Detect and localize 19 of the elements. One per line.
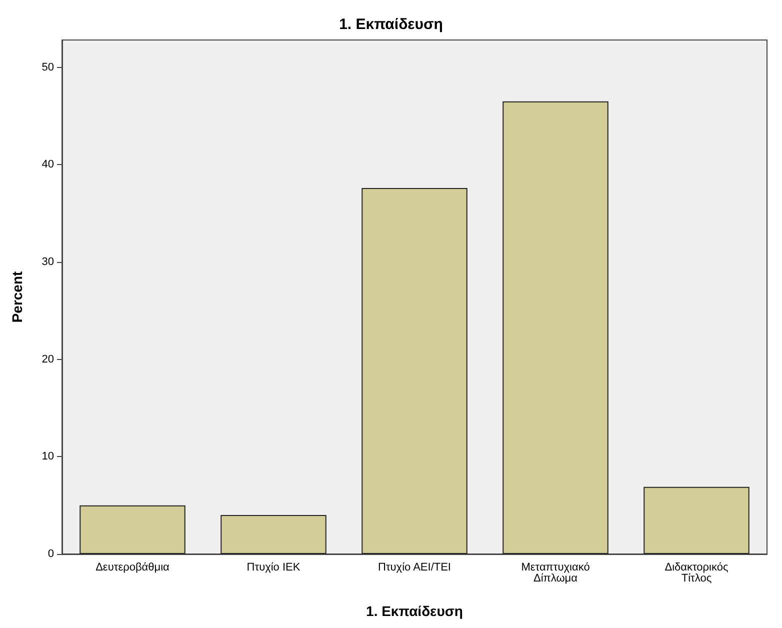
x-tick-label: Πτυχίο ΑΕΙ/ΤΕΙ [378,562,451,574]
y-tick-label: 50 [42,61,54,74]
bar [502,101,608,554]
y-tick-label: 10 [42,450,54,463]
chart-title: 1. Εκπαίδευση [339,16,443,33]
bar [362,188,468,554]
x-tick-label: Διδακτορικός Τίτλος [664,562,728,584]
y-axis-title: Percent [9,270,25,323]
y-tick-label: 20 [42,353,54,366]
y-tick-label: 40 [42,158,54,171]
x-tick-label: Πτυχίο ΙΕΚ [246,562,301,574]
y-tick-label: 0 [48,548,54,560]
x-axis-title: 1. Εκπαίδευση [366,603,463,619]
x-tick-label: Δευτεροβάθμια [96,562,170,574]
bar [644,486,750,554]
bar [80,505,186,554]
x-tick-label: Μεταπτυχιακό Δίπλωμα [521,562,590,584]
bar [220,515,326,554]
y-tick-label: 30 [42,256,54,268]
